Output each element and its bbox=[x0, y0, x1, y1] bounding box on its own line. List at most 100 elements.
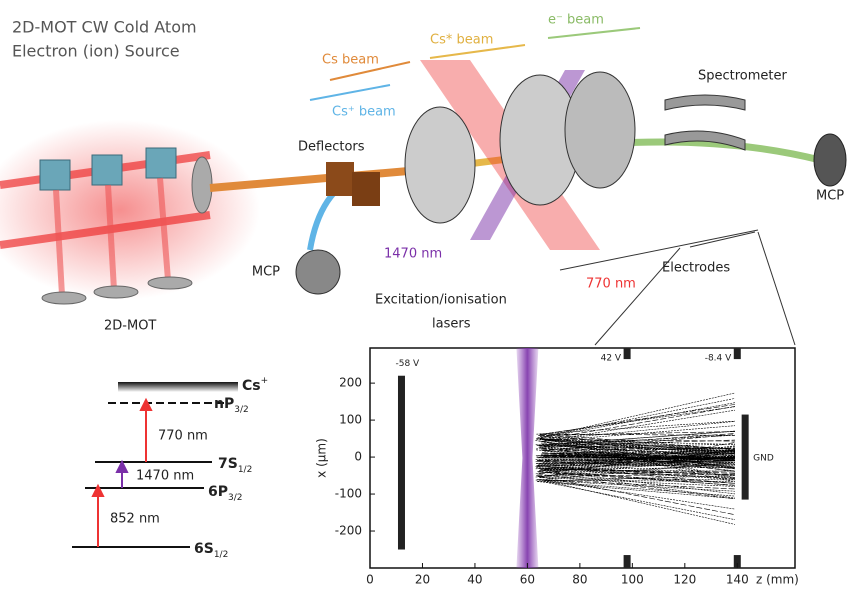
trajectory bbox=[539, 448, 736, 470]
x-tick-label: 0 bbox=[366, 573, 374, 587]
trajectory bbox=[538, 479, 736, 492]
energy-diagram bbox=[72, 382, 238, 548]
level-label: 6S1/2 bbox=[194, 541, 228, 560]
trajectory bbox=[539, 460, 736, 463]
trajectory bbox=[537, 465, 736, 480]
trajectory bbox=[535, 459, 736, 470]
trajectory bbox=[544, 439, 736, 445]
transition-label: 852 nm bbox=[110, 512, 160, 527]
label: MCP bbox=[816, 189, 844, 204]
level-name: 6S bbox=[194, 541, 214, 557]
title: 2D-MOT CW Cold Atom bbox=[12, 18, 197, 37]
x-tick-label: 120 bbox=[673, 573, 696, 587]
trajectory bbox=[536, 439, 736, 455]
labels: 2D-MOT CW Cold Atom Electron (ion) Sourc… bbox=[12, 13, 844, 334]
label: Cs* beam bbox=[430, 33, 493, 48]
level-name: nP bbox=[214, 396, 234, 412]
x-tick-label: 20 bbox=[415, 573, 430, 587]
level-label: nP3/2 bbox=[214, 396, 249, 415]
trajectory bbox=[535, 456, 736, 478]
trajectory bbox=[536, 452, 736, 457]
trajectory bbox=[539, 447, 736, 472]
electrode-label: -58 V bbox=[395, 359, 420, 369]
label: 1470 nm bbox=[384, 247, 442, 262]
x-tick-label: 60 bbox=[520, 573, 535, 587]
inset-chart: -58 V 42 V -8.4 V GND 0 20 40 60 80 100 120 140 -200… bbox=[315, 347, 799, 587]
trajectory bbox=[540, 469, 736, 478]
label: Electrodes bbox=[662, 261, 730, 276]
label: Spectrometer bbox=[698, 69, 788, 84]
x-tick-label: 140 bbox=[726, 573, 749, 587]
label: Cs⁺ beam bbox=[332, 105, 396, 120]
trajectory bbox=[537, 398, 736, 439]
label: Cs beam bbox=[322, 53, 379, 68]
x-tick-label: 100 bbox=[621, 573, 644, 587]
laser-beam bbox=[516, 348, 539, 568]
electrode bbox=[741, 414, 749, 500]
trajectory bbox=[543, 439, 736, 450]
trajectory bbox=[543, 453, 736, 458]
y-tick-label: 100 bbox=[339, 413, 362, 427]
electrode-label: -8.4 V bbox=[705, 354, 732, 364]
trajectory bbox=[536, 437, 736, 465]
trajectory bbox=[543, 441, 736, 479]
x-axis-label: z (mm) bbox=[756, 573, 799, 587]
level-subscript: 1/2 bbox=[214, 550, 228, 560]
electrode bbox=[733, 555, 741, 568]
trajectory bbox=[540, 466, 736, 470]
label: Excitation/ionisation bbox=[375, 293, 507, 308]
trajectory bbox=[544, 460, 736, 470]
label: 770 nm bbox=[586, 277, 636, 292]
trajectory bbox=[542, 460, 736, 467]
y-tick-label: 200 bbox=[339, 376, 362, 390]
trajectory bbox=[537, 471, 736, 484]
electrode bbox=[397, 375, 405, 550]
label: lasers bbox=[432, 317, 471, 332]
level-name: 6P bbox=[208, 484, 228, 500]
label: MCP bbox=[252, 265, 280, 280]
trajectory bbox=[539, 476, 736, 515]
apparatus bbox=[0, 27, 847, 346]
trajectory bbox=[544, 456, 736, 470]
trajectory bbox=[542, 481, 736, 520]
trajectory bbox=[539, 433, 736, 436]
label: Deflectors bbox=[298, 140, 365, 155]
y-tick-label: 0 bbox=[354, 450, 362, 464]
trajectory bbox=[539, 404, 736, 436]
electrode bbox=[623, 555, 631, 568]
electrode-label: 42 V bbox=[601, 354, 622, 364]
electrode-label: GND bbox=[753, 454, 774, 464]
level-label: 6P3/2 bbox=[208, 484, 243, 503]
level-label: 7S1/2 bbox=[218, 456, 252, 475]
level-subscript: 1/2 bbox=[238, 465, 252, 475]
trajectory bbox=[540, 469, 736, 472]
level-name: 7S bbox=[218, 456, 238, 472]
label: 2D-MOT bbox=[104, 319, 156, 334]
trajectory bbox=[536, 420, 736, 435]
level-label: Cs+ bbox=[242, 376, 268, 395]
trajectory bbox=[541, 456, 736, 462]
y-tick-label: -200 bbox=[335, 524, 362, 538]
level-subscript: 3/2 bbox=[228, 493, 242, 503]
transition-label: 1470 nm bbox=[136, 469, 194, 484]
trajectory bbox=[536, 467, 736, 480]
label: e⁻ beam bbox=[548, 13, 604, 28]
x-tick-label: 80 bbox=[572, 573, 587, 587]
y-tick-label: -100 bbox=[335, 487, 362, 501]
trajectories bbox=[535, 392, 736, 525]
trajectory bbox=[541, 409, 736, 442]
trajectory bbox=[536, 437, 736, 452]
trajectory bbox=[539, 437, 736, 457]
trajectory bbox=[536, 481, 736, 499]
title: Electron (ion) Source bbox=[12, 42, 180, 61]
trajectory bbox=[538, 431, 736, 436]
level-subscript: 3/2 bbox=[234, 405, 248, 415]
electrode bbox=[623, 348, 631, 360]
trajectory bbox=[542, 444, 736, 452]
y-axis-label: x (µm) bbox=[315, 438, 329, 478]
transition-label: 770 nm bbox=[158, 429, 208, 444]
trajectory bbox=[539, 439, 736, 447]
trajectory bbox=[535, 466, 736, 476]
